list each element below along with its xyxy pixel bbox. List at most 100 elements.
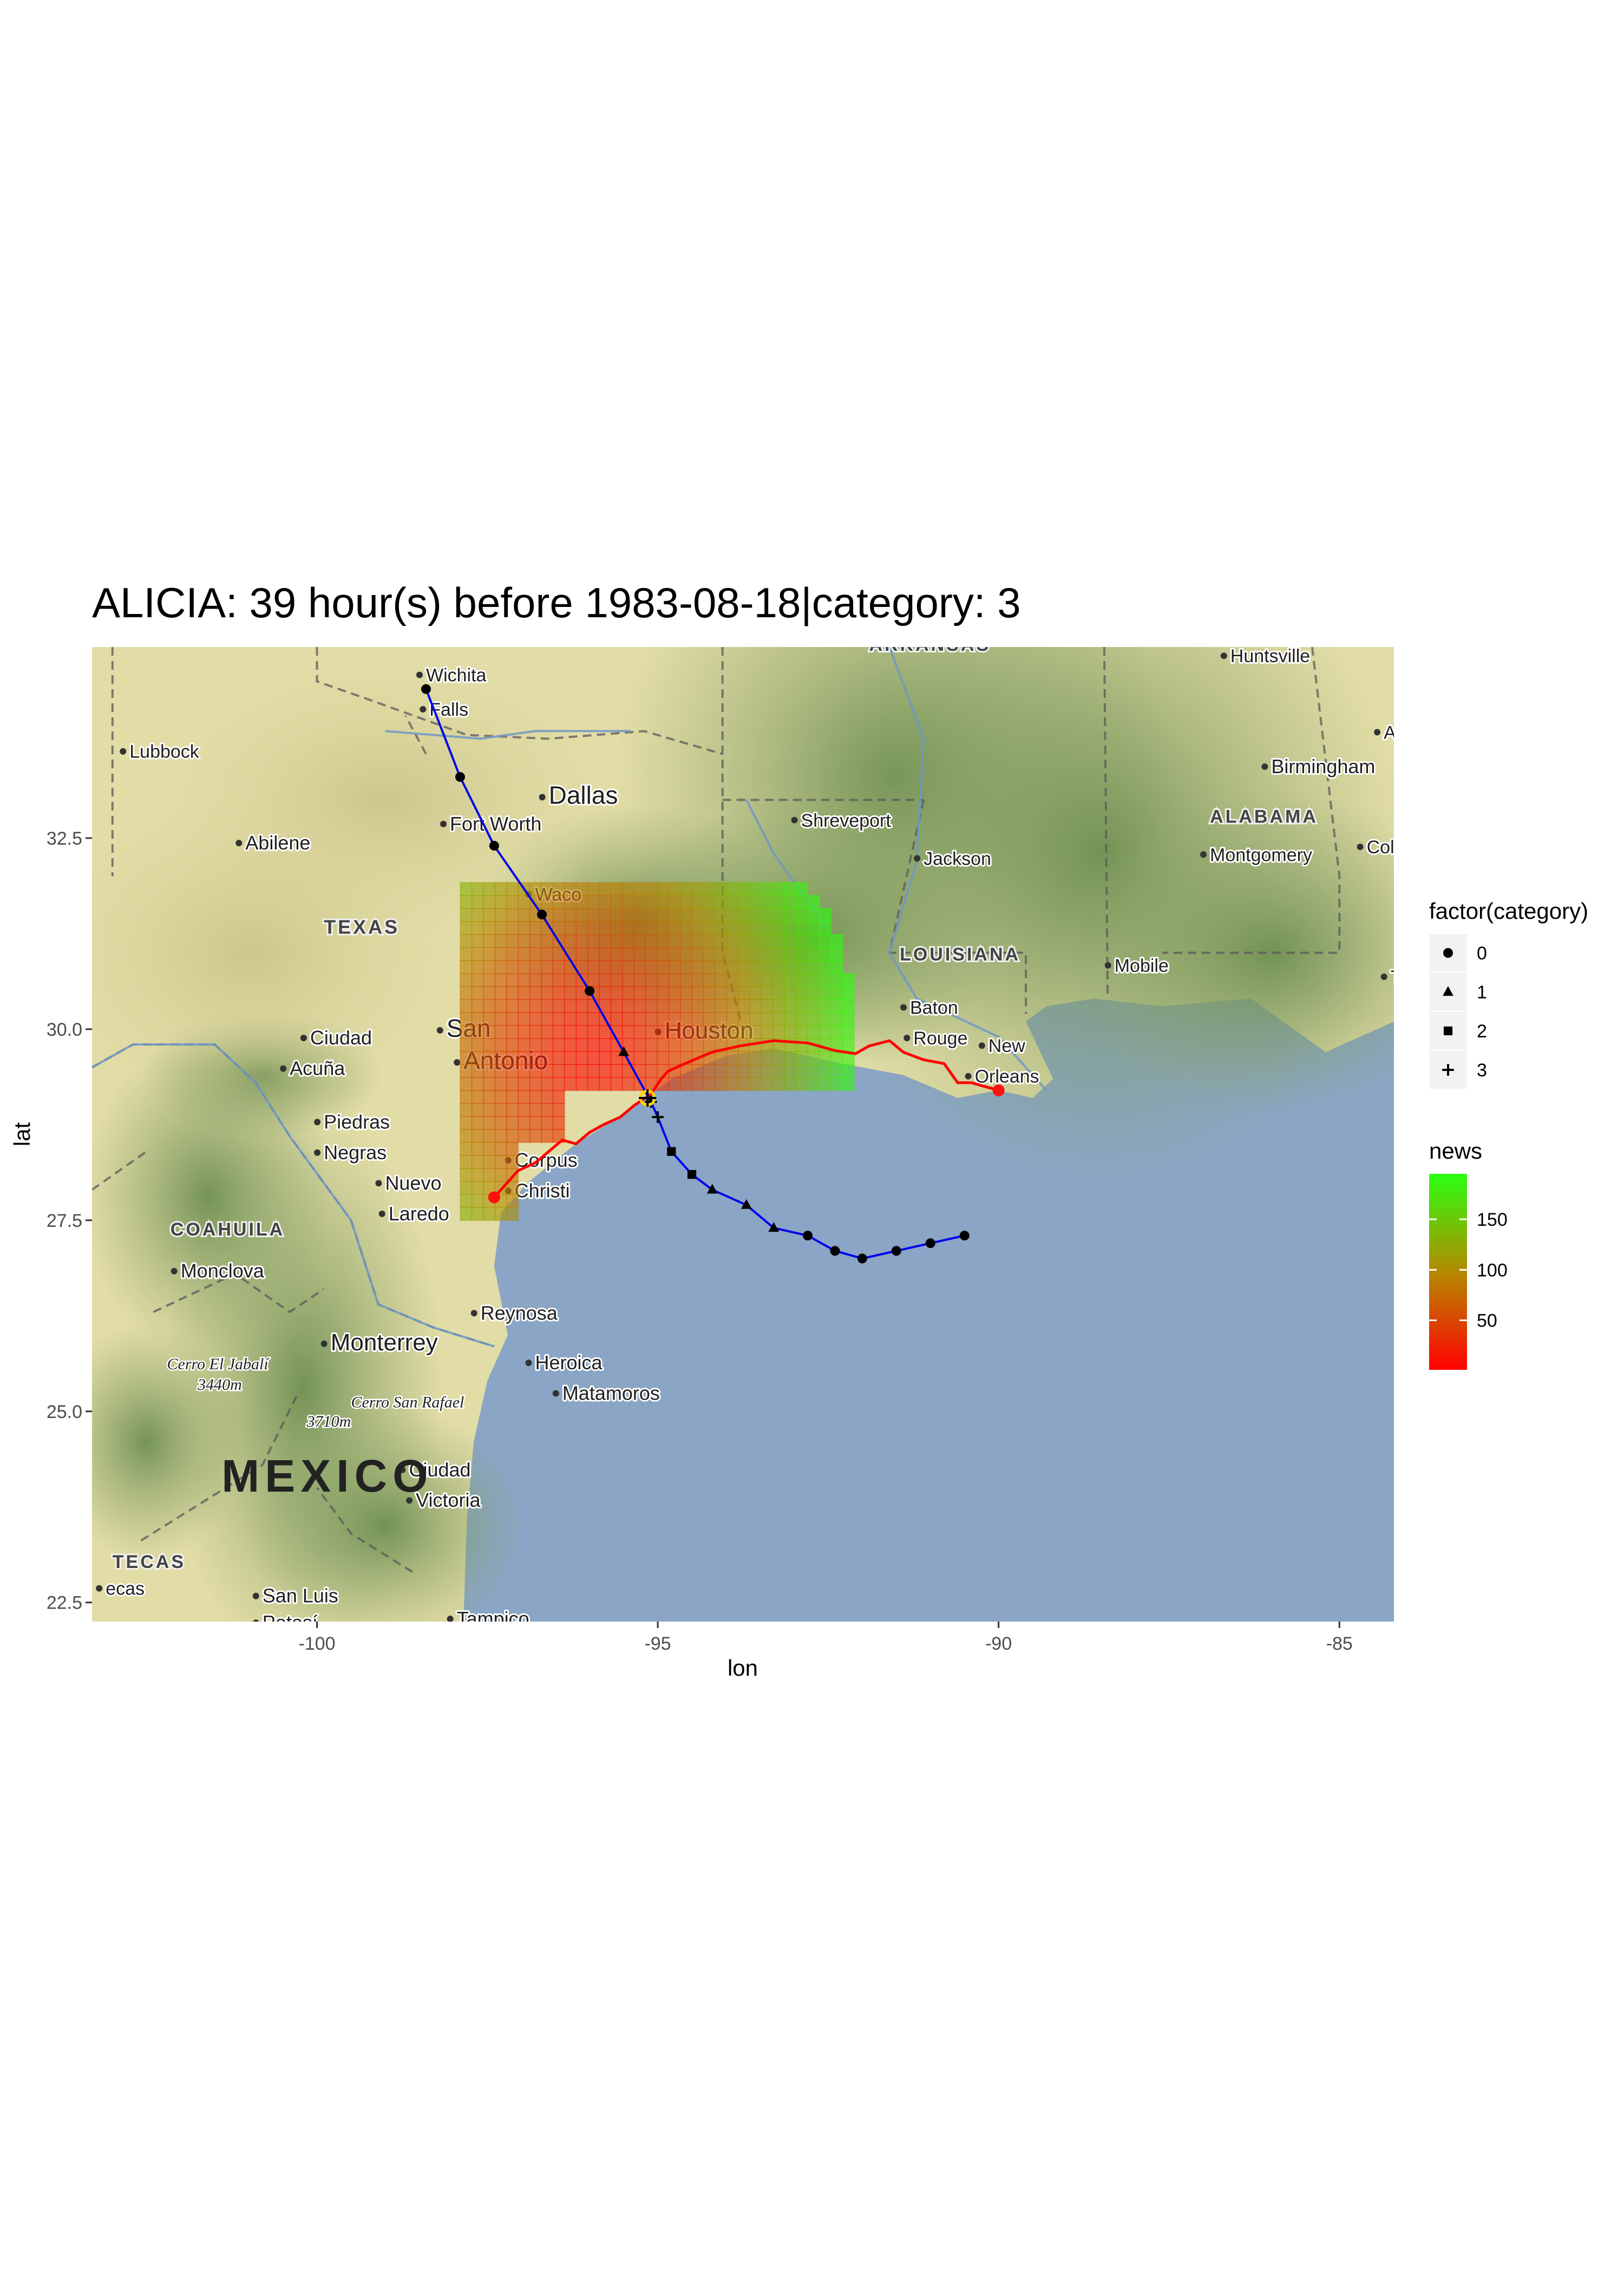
news-cell bbox=[494, 1207, 507, 1221]
news-cell bbox=[587, 908, 600, 923]
news-cell bbox=[830, 1064, 843, 1079]
terrain-relief bbox=[244, 1407, 526, 1622]
news-cell bbox=[552, 921, 565, 936]
news-cell bbox=[529, 1038, 542, 1053]
news-cell bbox=[575, 934, 588, 949]
news-cell bbox=[703, 1025, 716, 1040]
x-axis: -100 -95 -90 -85 bbox=[298, 1622, 1353, 1654]
place-label: 3710m bbox=[306, 1413, 351, 1430]
news-cell bbox=[610, 1077, 623, 1092]
news-cell bbox=[494, 934, 507, 949]
news-cell bbox=[737, 895, 751, 910]
news-cell bbox=[483, 1077, 496, 1092]
news-cell bbox=[575, 882, 588, 897]
news-cell bbox=[518, 1103, 531, 1118]
news-cell bbox=[679, 882, 693, 897]
legend-news-break-label: 100 bbox=[1477, 1260, 1508, 1280]
news-cell bbox=[552, 882, 565, 897]
legend-news-break-label: 150 bbox=[1477, 1210, 1508, 1230]
news-cell bbox=[772, 1077, 785, 1092]
news-cell bbox=[506, 1051, 519, 1066]
news-cell bbox=[726, 1064, 739, 1079]
news-cell bbox=[668, 1038, 681, 1053]
place-label: Piedras bbox=[324, 1110, 390, 1133]
news-cell bbox=[657, 960, 670, 975]
news-cell bbox=[645, 882, 658, 897]
news-cell bbox=[552, 1090, 565, 1105]
track-point bbox=[706, 1184, 718, 1194]
news-cell bbox=[761, 1064, 774, 1079]
news-cell bbox=[715, 1064, 728, 1079]
news-cell bbox=[518, 960, 531, 975]
news-cell bbox=[668, 986, 681, 1001]
news-cell bbox=[483, 1064, 496, 1079]
y-tick-label: 32.5 bbox=[47, 828, 82, 849]
news-cell bbox=[737, 921, 751, 936]
news-cell bbox=[807, 908, 820, 923]
y-tick-label: 30.0 bbox=[47, 1020, 82, 1040]
news-cell bbox=[726, 934, 739, 949]
news-cell bbox=[668, 1077, 681, 1092]
track-point bbox=[618, 1046, 630, 1056]
border-line bbox=[92, 1151, 147, 1191]
news-cell bbox=[795, 1012, 809, 1027]
news-cell bbox=[587, 1038, 600, 1053]
news-cell bbox=[587, 1025, 600, 1040]
news-cell bbox=[668, 947, 681, 962]
news-cell bbox=[818, 973, 832, 988]
news-cell bbox=[506, 986, 519, 1001]
news-cell bbox=[737, 908, 751, 923]
news-cell bbox=[772, 947, 785, 962]
news-cell bbox=[703, 947, 716, 962]
news-cell bbox=[552, 908, 565, 923]
city-dot bbox=[978, 1042, 985, 1049]
track-point bbox=[959, 1231, 970, 1241]
border-line bbox=[316, 647, 723, 755]
news-cell bbox=[494, 1051, 507, 1066]
news-cell bbox=[737, 934, 751, 949]
place-label: Cerro San Rafael bbox=[351, 1394, 464, 1412]
news-cell bbox=[621, 960, 635, 975]
news-cell bbox=[657, 921, 670, 936]
news-cell bbox=[471, 1038, 484, 1053]
news-cell bbox=[784, 973, 797, 988]
news-cell bbox=[494, 947, 507, 962]
news-cell bbox=[703, 1038, 716, 1053]
city-dot bbox=[1200, 851, 1207, 858]
news-cell bbox=[483, 1116, 496, 1131]
place-label: Acuña bbox=[290, 1057, 345, 1080]
news-cell bbox=[494, 1012, 507, 1027]
legend-category-symbol bbox=[1443, 948, 1453, 958]
news-cell bbox=[737, 1064, 751, 1079]
news-cell bbox=[518, 1038, 531, 1053]
city-dot bbox=[399, 1466, 406, 1473]
news-cell bbox=[807, 934, 820, 949]
news-cell bbox=[518, 973, 531, 988]
news-cell bbox=[842, 999, 855, 1014]
city-dot bbox=[253, 1619, 259, 1622]
news-cell bbox=[830, 1051, 843, 1066]
place-label: Matamoros bbox=[562, 1382, 660, 1404]
news-cell bbox=[645, 973, 658, 988]
news-cell bbox=[657, 947, 670, 962]
news-cell bbox=[657, 986, 670, 1001]
news-cell bbox=[795, 1077, 809, 1092]
news-cell bbox=[749, 1077, 762, 1092]
place-label: Tampico bbox=[457, 1608, 529, 1630]
news-cell bbox=[471, 921, 484, 936]
border-line bbox=[316, 1487, 413, 1573]
news-cell bbox=[460, 1090, 473, 1105]
track-point bbox=[741, 1199, 752, 1209]
news-cell bbox=[621, 947, 635, 962]
news-cell bbox=[460, 1194, 473, 1208]
news-cell bbox=[518, 1090, 531, 1105]
news-cell bbox=[772, 908, 785, 923]
news-cell bbox=[599, 934, 612, 949]
news-cell bbox=[830, 973, 843, 988]
y-tick-label: 25.0 bbox=[47, 1402, 82, 1422]
news-cell bbox=[541, 1077, 554, 1092]
news-cell bbox=[703, 908, 716, 923]
news-cell bbox=[529, 934, 542, 949]
city-dot bbox=[235, 840, 243, 847]
news-cell bbox=[471, 947, 484, 962]
